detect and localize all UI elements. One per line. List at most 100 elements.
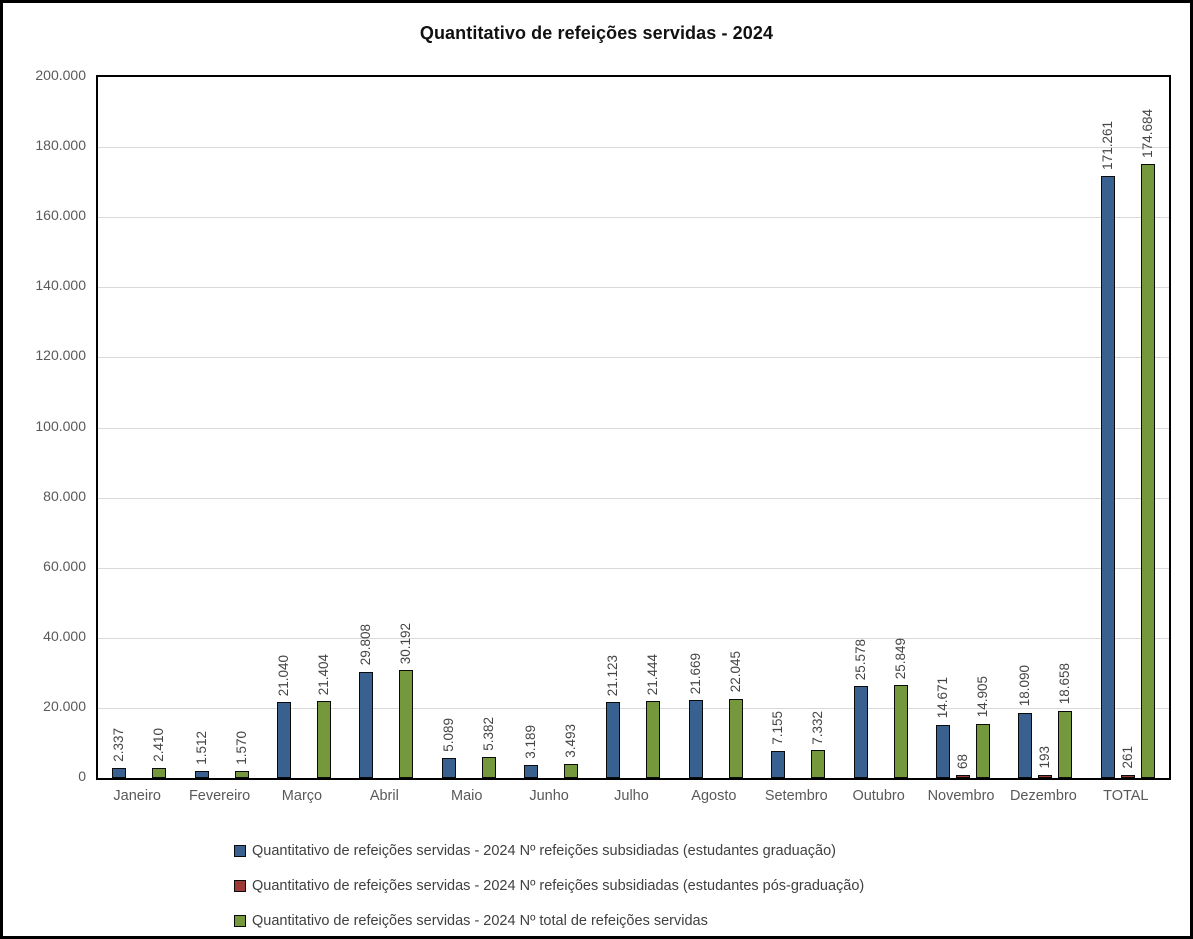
bar-value-label: 2.410 (151, 727, 167, 762)
bar-value-label: 25.849 (892, 638, 908, 680)
y-tick-label: 0 (78, 768, 86, 784)
bar-slot: 7.332 (808, 77, 828, 778)
bar-slot: 3.189 (521, 77, 541, 778)
bar-series-3 (976, 723, 991, 778)
bar-slot: 21.404 (314, 77, 334, 778)
category-group: 14.671 68 14.905 (922, 77, 1004, 778)
bar-slot: 2.337 (109, 77, 129, 778)
y-tick-label: 200.000 (35, 67, 86, 83)
gridline (98, 567, 1169, 569)
bar-value-label: 3.189 (523, 725, 539, 759)
bar-value-label: 171.261 (1099, 120, 1115, 170)
bar-value-label: 5.382 (480, 717, 496, 752)
gridline (98, 357, 1169, 359)
legend-item: Quantitativo de refeições servidas - 202… (234, 833, 864, 868)
bar-slot: 30.192 (396, 77, 416, 778)
bar-slot: 1.512 (192, 77, 212, 778)
bar-series-3 (1140, 163, 1155, 778)
bar-value-label: 18.658 (1057, 663, 1073, 705)
bar-slot: 2.410 (149, 77, 169, 778)
plot-area: 2.337 2.410 1.512 1.570 21.040 21.404 29.808 30… (96, 75, 1171, 780)
bar-value-label: 261 (1119, 746, 1135, 769)
bar-slot (294, 77, 314, 778)
legend-item: Quantitativo de refeições servidas - 202… (234, 868, 864, 903)
y-tick-label: 40.000 (43, 627, 86, 644)
bar-slot: 18.658 (1055, 77, 1075, 778)
y-tick-label: 160.000 (35, 207, 86, 224)
bar-value-label: 22.045 (727, 651, 743, 693)
category-group: 21.040 21.404 (263, 77, 345, 778)
category-group: 18.090 193 18.658 (1004, 77, 1086, 778)
bar-slot: 68 (953, 77, 973, 778)
category-group: 5.089 5.382 (428, 77, 510, 778)
y-tick-label: 100.000 (35, 417, 86, 434)
category-group: 29.808 30.192 (345, 77, 427, 778)
bar-series-3 (316, 700, 331, 778)
bar-slot (376, 77, 396, 778)
bar-slot (788, 77, 808, 778)
bar-value-label: 25.578 (852, 639, 868, 681)
bar-slot: 25.578 (851, 77, 871, 778)
x-category-label: Fevereiro (188, 788, 251, 804)
y-tick-label: 140.000 (35, 277, 86, 294)
chart-title: Quantitativo de refeições servidas - 202… (419, 23, 774, 43)
x-category-label: Março (281, 788, 323, 804)
bar-series-1 (112, 767, 127, 778)
bar-series-3 (564, 763, 579, 778)
bar-value-label: 1.570 (233, 730, 249, 765)
bar-series-2 (1038, 775, 1053, 778)
bar-value-label: 21.040 (275, 654, 291, 697)
y-tick-label: 180.000 (35, 137, 86, 154)
y-tick-label: 20.000 (43, 697, 86, 714)
legend-label: Quantitativo de refeições servidas - 202… (252, 912, 708, 929)
bar-series-3 (1058, 710, 1073, 778)
bar-series-3 (152, 767, 167, 778)
legend-item: Quantitativo de refeições servidas - 202… (234, 903, 864, 936)
bar-slot (706, 77, 726, 778)
bar-slot: 21.040 (274, 77, 294, 778)
bar-slot: 29.808 (356, 77, 376, 778)
y-tick-label: 120.000 (35, 347, 86, 364)
gridline (98, 707, 1169, 709)
bar-value-label: 68 (955, 753, 971, 769)
bar-slot: 21.123 (603, 77, 623, 778)
bar-series-1 (771, 750, 786, 778)
x-category-label: Dezembro (1009, 788, 1077, 804)
bar-series-3 (811, 750, 826, 778)
bar-value-label: 14.905 (975, 676, 991, 718)
bar-series-1 (441, 758, 456, 778)
legend-label: Quantitativo de refeições servidas - 202… (252, 842, 837, 859)
bar-value-label: 2.337 (111, 728, 127, 762)
bar-series-2 (956, 775, 971, 778)
bar-value-label: 7.155 (770, 711, 786, 745)
bar-series-1 (853, 686, 868, 778)
x-category-label: Janeiro (113, 788, 161, 804)
bar-slot: 171.261 (1098, 77, 1118, 778)
legend-swatch-icon (234, 844, 246, 857)
x-category-label: Junho (529, 788, 569, 804)
category-group: 7.155 7.332 (757, 77, 839, 778)
y-tick-label: 80.000 (43, 487, 86, 504)
bar-slot: 22.045 (726, 77, 746, 778)
bar-slot (459, 77, 479, 778)
bar-series-1 (194, 770, 209, 778)
bar-slot (212, 77, 232, 778)
category-group: 3.189 3.493 (510, 77, 592, 778)
bar-value-label: 21.444 (645, 653, 661, 695)
x-category-label: Outubro (852, 788, 905, 804)
bar-value-label: 174.684 (1139, 108, 1155, 158)
bar-value-label: 21.123 (605, 654, 621, 696)
x-category-label: Maio (451, 788, 483, 804)
bar-slot (871, 77, 891, 778)
bar-value-label: 21.404 (315, 653, 331, 695)
legend: Quantitativo de refeições servidas - 202… (234, 833, 864, 936)
gridline (98, 217, 1169, 219)
bar-slot (623, 77, 643, 778)
bar-value-label: 29.808 (358, 624, 374, 666)
x-category-label: Agosto (691, 788, 737, 804)
category-group: 1.512 1.570 (180, 77, 262, 778)
bar-series-3 (728, 698, 743, 778)
gridline (98, 497, 1169, 499)
bar-series-3 (399, 670, 414, 778)
